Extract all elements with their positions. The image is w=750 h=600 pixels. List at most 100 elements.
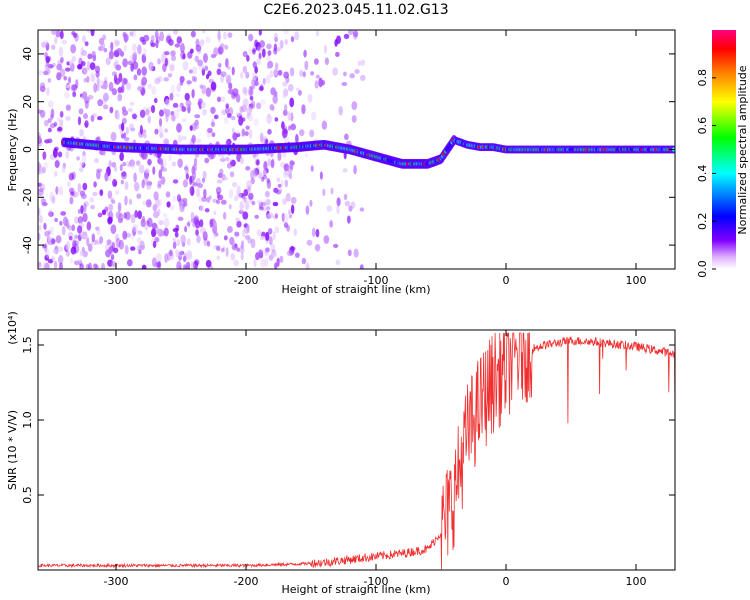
spectrogram-cell — [147, 158, 152, 166]
spectrogram-cell — [38, 69, 43, 76]
spectrogram-cell — [344, 200, 351, 207]
spectrogram-cell — [180, 234, 186, 245]
spectrogram-cell — [224, 176, 229, 181]
spectrogram-cell — [80, 47, 85, 56]
spectrogram-cell — [43, 39, 49, 46]
spectrogram-cell — [198, 194, 202, 203]
spectrogram-cell — [352, 30, 359, 38]
spectrogram-cell — [199, 39, 205, 47]
spectrogram-cell — [318, 77, 323, 88]
spectrogram-cell — [189, 175, 193, 186]
spectrogram-cell — [45, 56, 51, 63]
spectrogram-ylabel: Frequency (Hz) — [6, 109, 19, 192]
spectrogram-cell — [248, 128, 253, 139]
spectrogram-cell — [193, 217, 199, 226]
spectrogram-cell — [235, 130, 241, 135]
spectrogram-cell — [194, 259, 200, 266]
spectrogram-cell — [213, 211, 217, 216]
spectrogram-cell — [322, 188, 326, 197]
spectrogram-cell — [38, 189, 44, 196]
spectrogram-cell — [283, 125, 288, 131]
spectrogram-cell — [180, 43, 185, 53]
spectrogram-cell — [57, 246, 64, 253]
spectrogram-cell — [196, 235, 201, 244]
spectrogram-cell — [73, 240, 80, 246]
spectrogram-cell — [169, 249, 173, 257]
spectrogram-cell — [264, 257, 269, 267]
spectrogram-cell — [196, 188, 201, 198]
spectrogram-cell — [43, 161, 49, 169]
spectrogram-cell — [285, 192, 291, 202]
spectrogram-cell — [54, 170, 58, 177]
spectrogram-cell — [204, 208, 210, 213]
spectrogram-cell — [230, 240, 236, 246]
spectrogram-cell — [97, 99, 104, 107]
spectrogram-cell — [248, 33, 254, 42]
spectrogram-cell — [274, 117, 279, 122]
spectrogram-cell — [266, 177, 270, 184]
spectrogram-cell — [253, 169, 258, 178]
spectrogram-cell — [301, 257, 307, 265]
spectrogram-cell — [276, 47, 281, 52]
spectrogram-cell — [204, 65, 209, 71]
spectrogram-cell — [272, 106, 276, 112]
colorbar-tick-label: 0.2 — [696, 212, 709, 230]
spectrogram-cell — [99, 236, 104, 244]
spectrogram-cell — [75, 79, 79, 89]
spectrogram-cell — [47, 77, 52, 83]
spectrogram-cell — [203, 188, 207, 199]
spectrogram-cell — [251, 72, 257, 81]
spectrogram-cell — [347, 249, 352, 257]
spectrogram-cell — [96, 77, 100, 84]
spectrogram-cell — [311, 111, 317, 121]
spectrogram-cell — [139, 36, 145, 42]
spectrogram-cell — [147, 217, 153, 228]
spectrogram-cell — [95, 137, 99, 142]
spectrogram-cell — [54, 217, 58, 223]
spectrogram-cell — [290, 123, 297, 131]
spectrogram-cell — [151, 85, 157, 96]
spectrogram-cell — [346, 215, 351, 224]
spectrogram-cell — [199, 205, 205, 212]
spectrogram-cell — [164, 51, 170, 56]
spectrogram-cell — [89, 197, 95, 203]
spectrogram-cell — [38, 131, 42, 142]
spectrogram-cell — [246, 224, 250, 233]
spectrogram-cell — [42, 70, 49, 76]
spectrogram-cell — [267, 128, 272, 135]
spectrogram-cell — [56, 117, 61, 122]
spectrogram-cell — [343, 133, 349, 141]
spectrogram-cell — [121, 171, 127, 177]
spectrogram-cell — [253, 118, 259, 127]
spectrogram-cell — [87, 243, 93, 252]
spectrogram-cell — [289, 245, 295, 253]
spectrogram-cell — [217, 45, 224, 55]
spectrogram-cell — [119, 152, 124, 162]
spectrogram-cell — [116, 112, 120, 121]
spectrogram-cell — [304, 60, 309, 71]
spectrogram-cell — [182, 60, 189, 71]
spectrogram-cell — [43, 119, 49, 127]
spectrogram-cell — [96, 226, 101, 236]
spectrogram-cell — [235, 93, 241, 103]
spectrogram-cell — [231, 66, 235, 76]
spectrogram-cell — [194, 114, 201, 119]
spectrogram-cell — [89, 72, 95, 78]
spectrogram-cell — [284, 104, 288, 111]
spectrogram-cell — [133, 181, 140, 192]
spectrogram-cell — [216, 68, 222, 76]
spectrogram-cell — [246, 54, 250, 62]
spectrogram-cell — [332, 243, 339, 248]
spectrogram-cell — [282, 81, 288, 87]
spectrogram-cell — [207, 70, 212, 77]
spectrogram-cell — [350, 201, 356, 209]
spectrogram-cell — [83, 113, 88, 120]
spectrogram-cell — [143, 47, 147, 57]
spectrogram-cell — [258, 172, 263, 180]
spectrogram-cell — [140, 219, 146, 228]
spectrogram-cell — [238, 209, 244, 215]
spectrogram-cell — [343, 71, 347, 77]
spectrogram-xtick-label: 0 — [503, 274, 510, 287]
spectrogram-cell — [211, 132, 216, 138]
spectrogram-cell — [168, 153, 172, 162]
